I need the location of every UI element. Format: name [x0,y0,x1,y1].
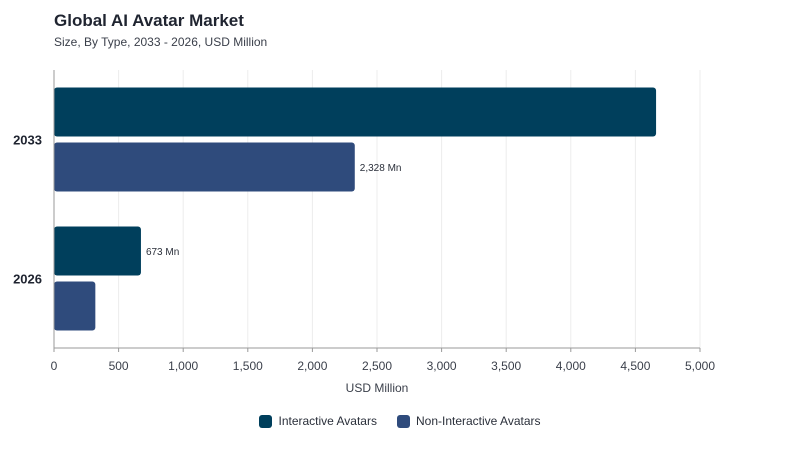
chart-title: Global AI Avatar Market [54,11,244,30]
x-tick-label: 2,500 [362,359,392,373]
x-tick-label: 3,500 [491,359,521,373]
data-label: 2,328 Mn [360,163,402,174]
legend-item-non-interactive: Non-Interactive Avatars [396,414,541,428]
x-axis: 0 500 1,000 1,500 2,000 2,500 3,000 3,500 4,000 4… [51,347,715,395]
legend-item-interactive: Interactive Avatars [259,414,377,428]
x-tick-label: 4,500 [620,359,650,373]
x-tick-label: 3,000 [427,359,457,373]
y-category-label: 2026 [13,272,42,287]
chart-subtitle: Size, By Type, 2033 - 2026, USD Million [54,35,268,49]
legend: Interactive Avatars Non-Interactive Avat… [0,414,800,428]
x-tick-label: 500 [109,359,129,373]
y-axis: 2033 2026 [13,70,55,348]
data-label: 673 Mn [146,247,179,258]
y-category-label: 2033 [13,133,42,148]
bar-chart: 2,328 Mn 673 Mn 2033 2026 0 500 1,000 1,500 2,… [13,70,715,395]
bars-group [54,87,657,331]
legend-swatch-non-interactive [396,414,410,428]
x-tick-label: 1,000 [168,359,198,373]
bar-2033-interactive [54,87,657,137]
x-tick-label: 2,000 [297,359,327,373]
x-tick-label: 1,500 [233,359,263,373]
x-axis-label: USD Million [346,381,409,395]
bar-2033-non-interactive [54,142,355,192]
legend-label-interactive: Interactive Avatars [278,414,377,428]
x-tick-label: 0 [51,359,58,373]
data-labels-group: 2,328 Mn 673 Mn [146,163,402,258]
bar-2026-non-interactive [54,281,96,331]
x-tick-label: 4,000 [556,359,586,373]
legend-swatch-interactive [259,414,273,428]
x-tick-label: 5,000 [685,359,715,373]
legend-label-non-interactive: Non-Interactive Avatars [415,414,541,428]
bar-2026-interactive [54,226,141,276]
